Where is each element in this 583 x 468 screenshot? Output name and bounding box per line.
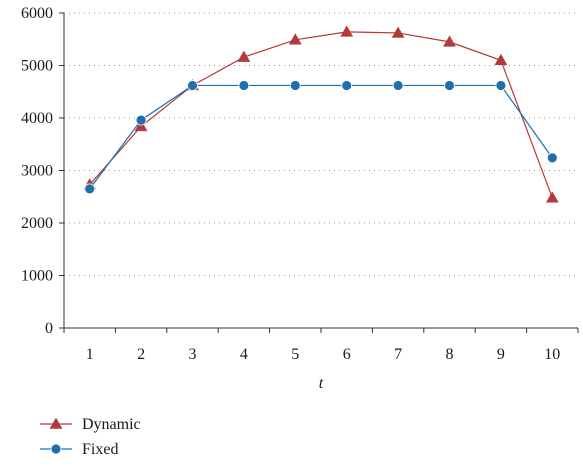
x-tick-label-1: 1 — [86, 346, 94, 363]
point-fixed-2 — [135, 114, 147, 126]
series-line-dynamic — [89, 31, 553, 199]
point-dynamic-2 — [134, 119, 148, 132]
point-fixed-1 — [84, 183, 96, 195]
point-fixed-7 — [392, 80, 404, 91]
legend-marker-dynamic — [49, 417, 63, 429]
x-tick-label-8: 8 — [446, 346, 454, 363]
point-fixed-4 — [238, 80, 250, 91]
point-dynamic-6 — [340, 25, 354, 37]
point-fixed-6 — [341, 80, 353, 91]
y-tick-label-0: 0 — [45, 320, 53, 337]
legend-label-fixed: Fixed — [82, 441, 118, 458]
point-fixed-9 — [495, 80, 507, 91]
x-axis-title: t — [319, 375, 324, 392]
point-fixed-5 — [289, 80, 301, 91]
point-dynamic-10 — [545, 191, 559, 203]
y-axis-ticks: 0 1000 2000 3000 4000 5000 6000 — [21, 5, 53, 337]
x-tick-label-7: 7 — [394, 346, 402, 363]
x-axis-ticks: 1 2 3 4 5 6 7 8 9 10 — [86, 346, 561, 363]
point-fixed-3 — [187, 80, 198, 91]
x-tick-label-3: 3 — [189, 346, 197, 363]
point-dynamic-9 — [494, 53, 508, 65]
y-tick-label-5000: 5000 — [21, 58, 53, 75]
y-tick-label-1000: 1000 — [21, 268, 53, 285]
legend: Dynamic Fixed — [40, 416, 141, 458]
y-tick-label-6000: 6000 — [21, 5, 53, 22]
point-dynamic-7 — [391, 26, 405, 38]
axes — [59, 12, 579, 333]
legend-marker-fixed — [50, 443, 62, 455]
point-fixed-10 — [546, 152, 558, 164]
x-tick-label-6: 6 — [343, 346, 351, 363]
x-tick-label-2: 2 — [137, 346, 145, 363]
x-tick-label-4: 4 — [240, 346, 248, 363]
x-tick-label-5: 5 — [291, 346, 299, 363]
y-tick-label-3000: 3000 — [21, 163, 53, 180]
point-dynamic-8 — [443, 35, 456, 47]
y-tick-label-4000: 4000 — [21, 110, 53, 127]
point-fixed-8 — [444, 80, 455, 91]
gridlines — [64, 12, 578, 276]
legend-label-dynamic: Dynamic — [82, 416, 141, 433]
series-line-fixed — [89, 84, 553, 190]
point-dynamic-4 — [237, 50, 251, 62]
y-tick-label-2000: 2000 — [21, 215, 53, 232]
point-dynamic-5 — [288, 33, 302, 45]
series-layer — [83, 25, 559, 203]
x-tick-label-9: 9 — [497, 346, 505, 363]
x-tick-label-10: 10 — [544, 346, 560, 363]
